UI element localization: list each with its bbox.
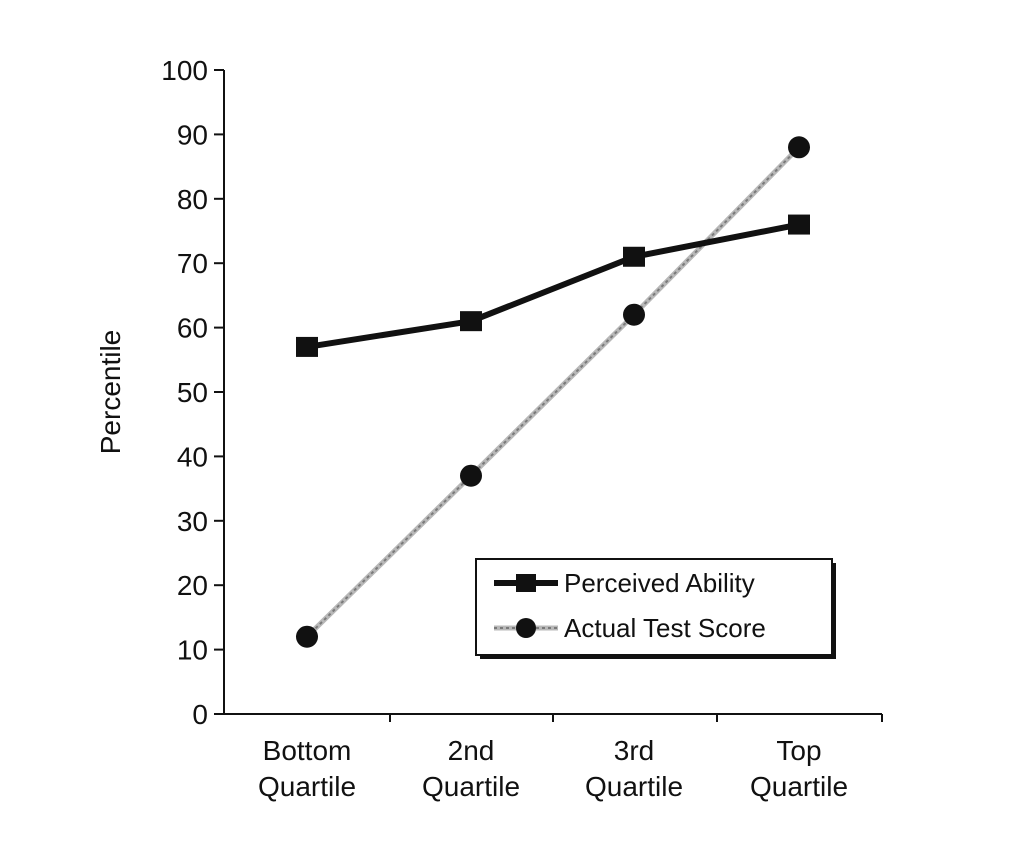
circle-marker bbox=[296, 625, 318, 648]
x-tick-label-line: Quartile bbox=[258, 771, 356, 802]
y-tick-label: 70 bbox=[177, 248, 208, 279]
legend: Perceived Ability Actual Test Score bbox=[475, 558, 836, 659]
series-line-texture bbox=[306, 146, 800, 638]
square-marker bbox=[788, 214, 810, 235]
legend-circle-marker bbox=[516, 618, 536, 638]
circle-marker bbox=[460, 464, 482, 487]
legend-square-marker bbox=[516, 574, 536, 592]
series-actual-test-score bbox=[296, 136, 810, 648]
y-tick-label: 10 bbox=[177, 635, 208, 666]
y-axis-title: Percentile bbox=[95, 330, 126, 455]
series-line bbox=[306, 221, 800, 350]
series-layer bbox=[296, 136, 810, 648]
y-tick-label: 0 bbox=[192, 699, 208, 730]
legend-label: Perceived Ability bbox=[564, 568, 755, 598]
y-tick-label: 60 bbox=[177, 313, 208, 344]
y-tick-label: 40 bbox=[177, 441, 208, 472]
series-perceived-ability bbox=[296, 214, 810, 357]
y-tick-label: 50 bbox=[177, 377, 208, 408]
y-axis: 0 10 20 30 40 50 60 70 80 90 100 bbox=[161, 55, 225, 730]
x-tick-label-line: Quartile bbox=[422, 771, 520, 802]
x-tick-label: Top Quartile bbox=[750, 735, 848, 802]
square-marker bbox=[296, 336, 318, 357]
circle-marker bbox=[623, 303, 645, 326]
y-tick-label: 90 bbox=[177, 119, 208, 150]
legend-item: Perceived Ability bbox=[494, 568, 755, 598]
square-marker bbox=[460, 311, 482, 332]
x-tick-label-line: Bottom bbox=[263, 735, 352, 766]
x-tick-label-line: 3rd bbox=[614, 735, 654, 766]
y-tick-label: 30 bbox=[177, 506, 208, 537]
legend-label: Actual Test Score bbox=[564, 613, 766, 643]
x-axis: Bottom Quartile 2nd Quartile 3rd Quartile Top Q… bbox=[224, 713, 883, 802]
x-tick-label-line: Quartile bbox=[585, 771, 683, 802]
x-tick-label: Bottom Quartile bbox=[258, 735, 356, 802]
x-tick-label: 3rd Quartile bbox=[585, 735, 683, 802]
legend-item: Actual Test Score bbox=[494, 613, 766, 643]
x-tick-label-line: 2nd bbox=[448, 735, 495, 766]
x-tick-label-line: Top bbox=[776, 735, 821, 766]
circle-marker bbox=[788, 136, 810, 159]
x-tick-label-line: Quartile bbox=[750, 771, 848, 802]
y-tick-label: 100 bbox=[161, 55, 208, 86]
y-tick-label: 80 bbox=[177, 184, 208, 215]
y-tick-label: 20 bbox=[177, 570, 208, 601]
square-marker bbox=[623, 246, 645, 267]
x-tick-label: 2nd Quartile bbox=[422, 735, 520, 802]
